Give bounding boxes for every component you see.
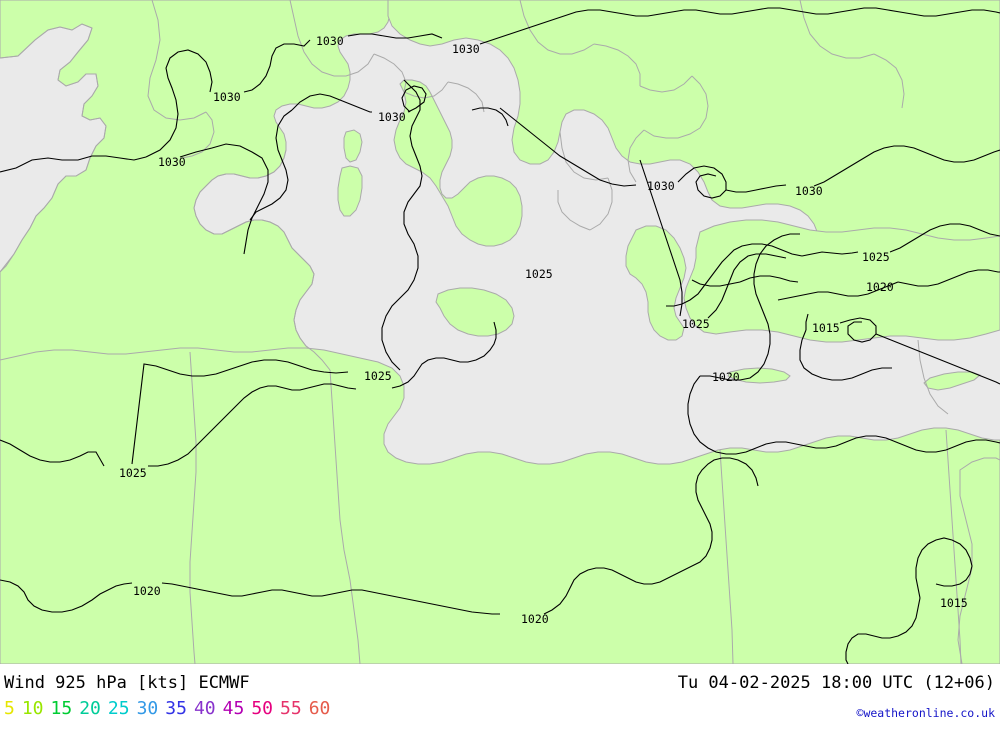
legend-step-50: 50 [251, 698, 274, 719]
isobar-label: 1030 [213, 90, 241, 104]
legend-step-55: 55 [280, 698, 302, 719]
legend-step-5: 5 [4, 698, 15, 719]
isobar-1030-balkans [499, 107, 637, 187]
isobar-1025-greece [639, 159, 683, 317]
legend-step-35: 35 [165, 698, 187, 719]
isobar-label: 1020 [521, 612, 549, 626]
wind-speed-legend: 5 10 15 20 25 30 35 40 45 50 55 60 [4, 700, 330, 718]
isobar-label: 1025 [862, 250, 890, 264]
legend-step-15: 15 [50, 698, 73, 719]
forecast-validity: Tu 04-02-2025 18:00 UTC (12+06) [677, 673, 995, 693]
isobar-1030-alps [347, 33, 443, 39]
isobar-1025-turkey [801, 251, 859, 257]
isobar-1020-crete [700, 233, 800, 381]
copyright-credit: ©weatheronline.co.uk [856, 706, 995, 720]
isobar-1030-po [291, 93, 372, 113]
isobar-label: 1015 [940, 596, 968, 610]
isobar-1025-algeria [0, 439, 105, 467]
product-title: Wind 925 hPa [kts] ECMWF [4, 673, 250, 693]
isobar-label: 1030 [378, 110, 406, 124]
isobar-label: 1015 [812, 321, 840, 335]
legend-step-40: 40 [193, 698, 216, 719]
isobar-1020-sahara [0, 579, 133, 613]
isobar-label: 1030 [452, 42, 480, 56]
political-borders-layer [0, 0, 962, 664]
landmass-sardinia [337, 165, 363, 217]
isobar-layer [0, 7, 1000, 664]
landmass-corsica [343, 129, 363, 163]
isobar-label: 1020 [133, 584, 161, 598]
legend-step-25: 25 [107, 698, 130, 719]
isobar-1015-egypt [915, 537, 973, 599]
isobar-1030-iberia [0, 155, 147, 173]
map-graphics [0, 0, 1000, 664]
isobar-1025-tunisia [381, 79, 423, 371]
landmass-north-africa [0, 347, 1000, 664]
landmass-arabia [957, 457, 1000, 664]
coastline-layer [0, 73, 331, 371]
isobar-label: 1030 [158, 155, 186, 169]
isobar-label: 1030 [316, 34, 344, 48]
isobar-label: 1025 [525, 267, 553, 281]
legend-step-20: 20 [79, 698, 101, 719]
isobar-1030-france [145, 49, 213, 158]
legend-step-10: 10 [21, 698, 44, 719]
isobar-1015-turkey [839, 317, 877, 343]
legend-step-60: 60 [308, 698, 331, 719]
isobar-label: 1030 [647, 179, 675, 193]
map-footer: Wind 925 hPa [kts] ECMWF Tu 04-02-2025 1… [0, 664, 1000, 733]
isobar-label: 1025 [119, 466, 147, 480]
isobar-label: 1025 [364, 369, 392, 383]
isobar-1020-turkey [739, 275, 799, 283]
landmass-italy [393, 79, 523, 247]
legend-step-30: 30 [136, 698, 159, 719]
isobar-label: 1020 [866, 280, 894, 294]
legend-step-45: 45 [222, 698, 245, 719]
isobar-label: 1030 [795, 184, 823, 198]
isobar-label: 1020 [712, 370, 740, 384]
isobar-label: 1025 [682, 317, 710, 331]
map-canvas[interactable]: 1030 1030 1030 1030 1030 1030 1030 1025 1025 1020… [0, 0, 1000, 664]
